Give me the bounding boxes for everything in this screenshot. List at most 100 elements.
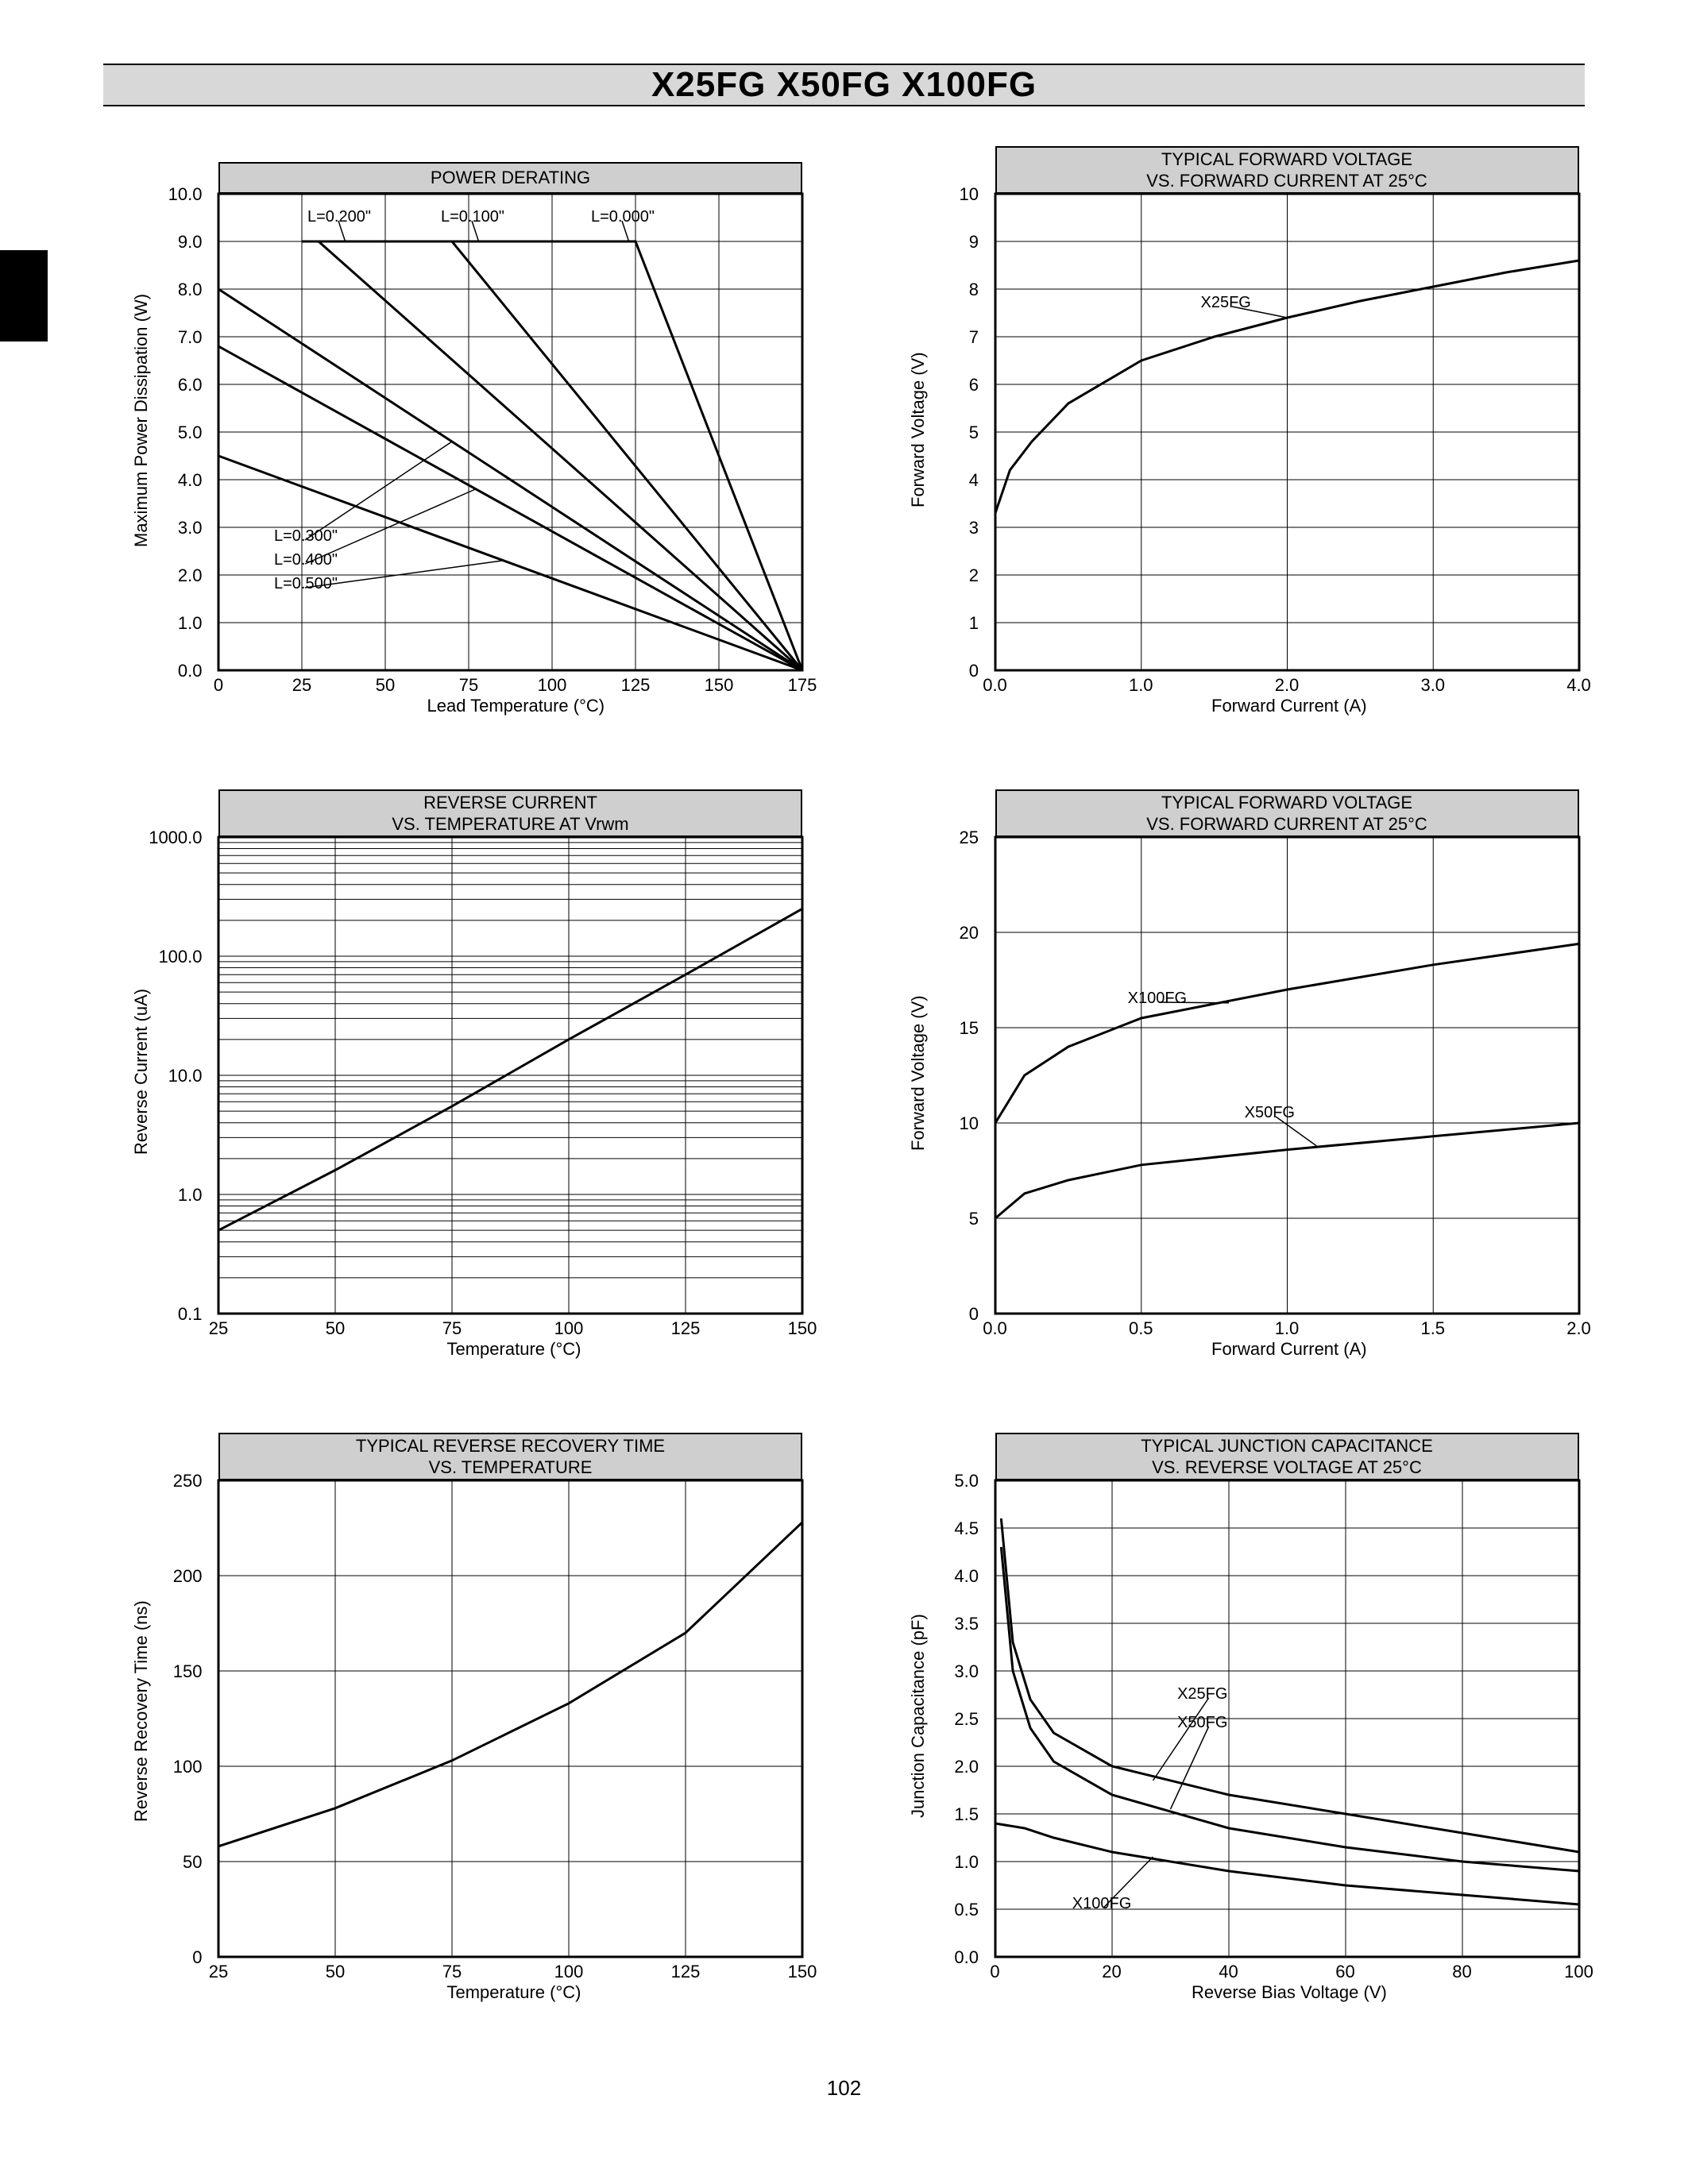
plot-svg [880,130,1595,742]
x-tick: 150 [699,675,739,696]
y-tick: 9 [969,232,979,253]
chart-power-derating: POWER DERATING02550751001251501750.01.02… [103,130,809,742]
y-tick: 1000.0 [149,828,202,848]
x-tick: 75 [449,675,489,696]
y-tick: 7.0 [178,327,203,348]
y-tick: 1.0 [178,1185,203,1206]
y-tick: 20 [960,923,979,943]
y-tick: 1.0 [178,613,203,634]
x-tick: 25 [282,675,322,696]
y-tick: 10.0 [168,184,203,205]
y-tick: 0 [192,1947,202,1968]
series-label: X100FG [1072,1895,1131,1913]
y-tick: 2.0 [954,1757,979,1777]
y-tick: 3.0 [954,1661,979,1682]
x-tick: 3.0 [1413,675,1453,696]
y-tick: 8 [969,280,979,300]
plot-svg [880,1417,1595,2028]
series-label: L=0.300" [274,527,338,546]
y-axis-label: Maximum Power Dissipation (W) [131,294,152,547]
y-tick: 6.0 [178,375,203,396]
x-tick: 25 [199,1962,238,1982]
y-tick: 0.5 [954,1900,979,1920]
y-tick: 5 [969,423,979,443]
y-tick: 250 [173,1471,203,1491]
series-label: L=0.200" [307,208,371,226]
y-axis-label: Junction Capacitance (pF) [908,1614,929,1818]
x-tick: 1.5 [1413,1318,1453,1339]
series-label: X25FG [1177,1685,1227,1704]
plot-svg [880,774,1595,1385]
x-tick: 80 [1443,1962,1482,1982]
side-tab [0,250,48,341]
y-tick: 10.0 [168,1066,203,1086]
x-axis-label: Reverse Bias Voltage (V) [1192,1982,1387,2003]
x-tick: 125 [616,675,655,696]
y-tick: 50 [183,1852,202,1873]
chart-reverse-recovery: TYPICAL REVERSE RECOVERY TIMEVS. TEMPERA… [103,1417,809,2028]
y-tick: 100 [173,1757,203,1777]
y-tick: 4.0 [178,470,203,491]
y-axis-label: Forward Voltage (V) [908,995,929,1151]
chart-grid: POWER DERATING02550751001251501750.01.02… [79,130,1609,2028]
plot-svg [103,1417,818,2028]
page-number: 102 [79,2076,1609,2101]
x-tick: 100 [549,1318,589,1339]
y-tick: 200 [173,1566,203,1587]
x-tick: 100 [532,675,572,696]
x-axis-label: Forward Current (A) [1211,1339,1367,1360]
series-label: L=0.000" [591,208,655,226]
x-tick: 75 [432,1318,472,1339]
y-tick: 25 [960,828,979,848]
chart-junction-cap: TYPICAL JUNCTION CAPACITANCEVS. REVERSE … [880,1417,1586,2028]
y-tick: 100.0 [158,947,202,967]
y-tick: 1.5 [954,1804,979,1825]
y-tick: 7 [969,327,979,348]
y-tick: 2.0 [178,565,203,586]
x-tick: 150 [782,1962,822,1982]
y-tick: 1.0 [954,1852,979,1873]
x-tick: 40 [1209,1962,1249,1982]
x-tick: 1.0 [1267,1318,1307,1339]
chart-vf-if-25c-b: TYPICAL FORWARD VOLTAGEVS. FORWARD CURRE… [880,774,1586,1385]
y-tick: 15 [960,1018,979,1039]
x-tick: 0 [199,675,238,696]
y-tick: 0.0 [178,661,203,681]
series-label: X50FG [1177,1714,1227,1732]
x-tick: 2.0 [1559,1318,1599,1339]
series-label: L=0.100" [441,208,504,226]
y-tick: 2 [969,565,979,586]
y-tick: 0.0 [954,1947,979,1968]
series-label: L=0.500" [274,575,338,593]
x-axis-label: Temperature (°C) [447,1982,581,2003]
chart-reverse-current: REVERSE CURRENTVS. TEMPERATURE AT Vrwm25… [103,774,809,1385]
page-title: X25FG X50FG X100FG [651,65,1037,105]
y-tick: 5 [969,1209,979,1229]
x-axis-label: Lead Temperature (°C) [427,696,605,716]
y-tick: 150 [173,1661,203,1682]
plot-svg [103,774,818,1385]
x-tick: 100 [1559,1962,1599,1982]
y-axis-label: Reverse Recovery Time (ns) [131,1600,152,1822]
y-tick: 8.0 [178,280,203,300]
x-tick: 25 [199,1318,238,1339]
y-tick: 4.0 [954,1566,979,1587]
x-tick: 0.0 [975,675,1015,696]
y-axis-label: Forward Voltage (V) [908,352,929,507]
y-axis-label: Reverse Current (uA) [131,989,152,1155]
x-tick: 0.5 [1121,1318,1161,1339]
series-label: X50FG [1245,1104,1295,1122]
x-tick: 75 [432,1962,472,1982]
x-axis-label: Forward Current (A) [1211,696,1367,716]
chart-vf-if-25c-a: TYPICAL FORWARD VOLTAGEVS. FORWARD CURRE… [880,130,1586,742]
y-tick: 5.0 [178,423,203,443]
y-tick: 0 [969,661,979,681]
y-tick: 0.1 [178,1304,203,1325]
series-label: X100FG [1128,990,1187,1008]
y-tick: 3.5 [954,1614,979,1634]
x-tick: 60 [1326,1962,1365,1982]
x-tick: 2.0 [1267,675,1307,696]
y-tick: 5.0 [954,1471,979,1491]
y-tick: 4 [969,470,979,491]
y-tick: 3.0 [178,518,203,538]
